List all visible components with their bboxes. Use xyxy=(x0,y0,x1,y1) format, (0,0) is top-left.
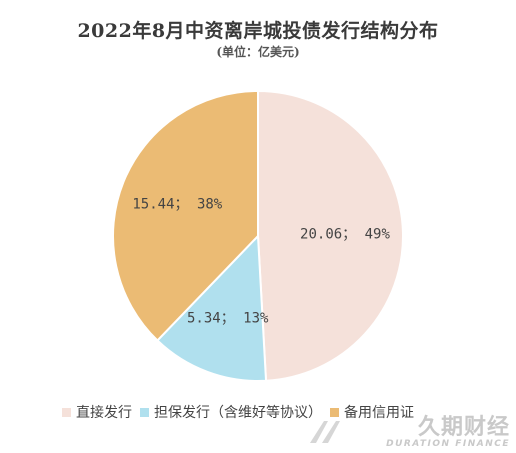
data-label-direct: 20.06； 49% xyxy=(300,227,390,243)
watermark-name: 久期财经 xyxy=(417,415,510,440)
legend-label-sblc: 备用信用证 xyxy=(344,405,414,421)
legend-item-sblc: 备用信用证 xyxy=(330,402,414,422)
legend-item-direct: 直接发行 xyxy=(62,402,132,422)
legend-label-guarantee: 担保发行（含维好等协议） xyxy=(154,405,322,421)
watermark-sub: DURATION FINANCE xyxy=(386,439,510,449)
legend-item-guarantee: 担保发行（含维好等协议） xyxy=(140,402,322,422)
chart-title: 2022年8月中资离岸城投债发行结构分布 xyxy=(77,20,439,42)
chart-subtitle: (单位：亿美元) xyxy=(216,45,300,59)
legend-swatch-guarantee xyxy=(140,407,149,417)
legend: 直接发行 担保发行（含维好等协议） 备用信用证 xyxy=(62,402,482,422)
watermark-logo-icon xyxy=(310,421,340,443)
pie-slice-sblc xyxy=(112,89,259,342)
pie-slice-guarantee xyxy=(156,233,268,382)
legend-swatch-direct xyxy=(62,407,71,417)
pie-slice-direct xyxy=(257,89,405,382)
data-label-sblc: 15.44； 38% xyxy=(132,196,222,212)
watermark: 久期财经 DURATION FINANCE xyxy=(386,415,510,450)
legend-swatch-sblc xyxy=(330,407,339,417)
legend-label-direct: 直接发行 xyxy=(76,405,132,421)
data-label-guarantee: 5.34； 13% xyxy=(187,311,269,327)
